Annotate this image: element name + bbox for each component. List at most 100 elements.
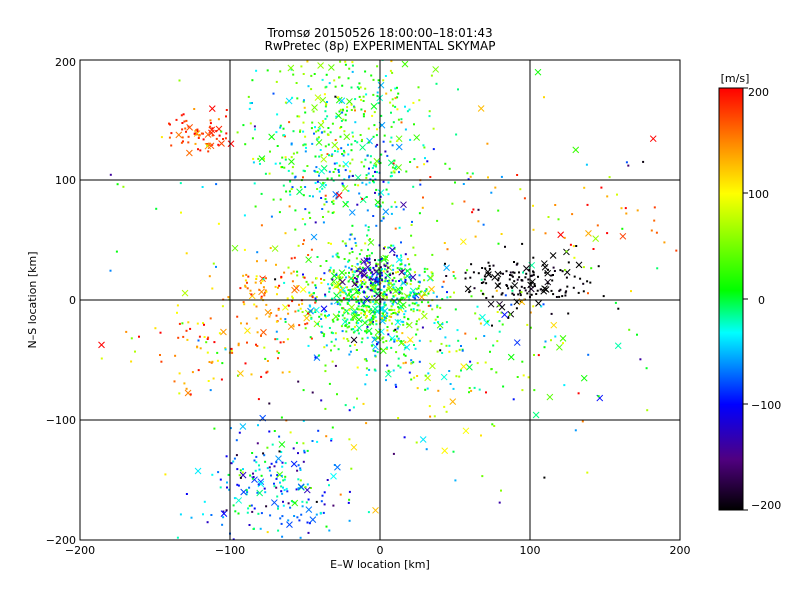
data-point: [383, 134, 386, 137]
data-point: [490, 275, 493, 278]
data-point: [424, 388, 427, 391]
data-point-x: [338, 269, 346, 276]
data-point: [463, 200, 466, 203]
data-point: [410, 279, 413, 282]
data-point: [201, 186, 204, 188]
data-point-x: [460, 363, 468, 370]
data-point: [328, 327, 331, 329]
data-point: [237, 512, 240, 515]
data-point: [566, 285, 569, 288]
data-point: [358, 289, 361, 292]
data-point: [328, 382, 331, 385]
data-point: [358, 253, 361, 256]
data-point: [395, 385, 398, 388]
data-point: [302, 389, 305, 392]
data-point: [211, 127, 214, 130]
data-point: [390, 136, 393, 139]
data-point: [478, 388, 481, 391]
data-point: [294, 228, 297, 231]
data-point: [346, 338, 349, 340]
data-point: [217, 143, 220, 146]
data-point: [302, 419, 305, 422]
data-point: [178, 79, 181, 82]
data-point: [428, 405, 431, 408]
data-point: [491, 324, 493, 327]
data-point: [284, 156, 287, 159]
data-point: [262, 452, 265, 455]
data-point: [386, 329, 389, 332]
data-point: [301, 302, 304, 305]
data-point: [366, 257, 368, 260]
data-point: [324, 295, 327, 298]
data-point: [244, 143, 247, 146]
data-point: [371, 295, 373, 298]
data-point: [284, 135, 286, 138]
data-point: [249, 102, 252, 105]
data-point: [371, 344, 374, 347]
data-point: [414, 297, 417, 300]
data-point: [280, 490, 283, 493]
data-point: [343, 149, 345, 152]
data-point: [212, 262, 215, 265]
data-point: [177, 336, 180, 339]
data-point: [567, 261, 570, 264]
data-point: [255, 317, 258, 320]
data-point: [642, 160, 645, 163]
data-point-x: [532, 411, 540, 419]
data-point-x: [372, 506, 379, 514]
data-point: [396, 254, 398, 257]
data-point: [351, 224, 354, 227]
data-point: [309, 487, 312, 489]
colorbar: [m/s] 200 100 0 −100 −200: [718, 72, 781, 512]
data-point: [243, 248, 246, 251]
data-point: [487, 176, 489, 179]
data-point-x: [403, 343, 411, 351]
data-point: [334, 95, 337, 98]
data-point: [348, 438, 351, 441]
data-point: [418, 281, 421, 284]
data-point: [351, 70, 354, 73]
data-point: [264, 291, 266, 294]
data-point: [403, 316, 406, 319]
data-point: [372, 290, 375, 293]
data-point: [304, 223, 307, 226]
data-point: [279, 124, 282, 127]
x-tick-label: −100: [215, 544, 245, 557]
data-point: [382, 216, 385, 219]
data-point: [233, 497, 236, 500]
data-point: [414, 347, 417, 350]
data-point: [228, 488, 231, 491]
data-point: [392, 286, 395, 289]
data-point-x: [418, 293, 426, 301]
data-point: [206, 338, 209, 340]
data-point: [109, 173, 112, 176]
data-point-x: [355, 324, 363, 332]
data-point: [309, 305, 312, 308]
data-point: [406, 282, 409, 285]
data-point: [500, 233, 503, 235]
data-point: [130, 337, 133, 340]
data-point: [268, 315, 271, 318]
data-point: [272, 92, 275, 95]
data-point: [399, 298, 402, 301]
data-point: [394, 105, 397, 108]
data-point: [296, 151, 299, 154]
data-point: [289, 180, 292, 183]
data-point: [217, 222, 220, 225]
data-point: [225, 509, 228, 512]
data-point: [587, 292, 589, 295]
data-point-x: [382, 208, 390, 216]
data-point: [297, 380, 300, 383]
data-point: [645, 367, 648, 370]
data-point: [265, 505, 268, 508]
data-point: [276, 338, 279, 341]
colorbar-tick-label: 100: [748, 188, 769, 201]
data-point: [241, 471, 244, 474]
data-point: [522, 271, 524, 274]
data-point: [518, 271, 520, 274]
data-point: [382, 310, 385, 313]
data-point: [316, 171, 319, 173]
data-point: [500, 175, 503, 178]
data-point: [303, 449, 306, 452]
data-point: [348, 321, 351, 324]
